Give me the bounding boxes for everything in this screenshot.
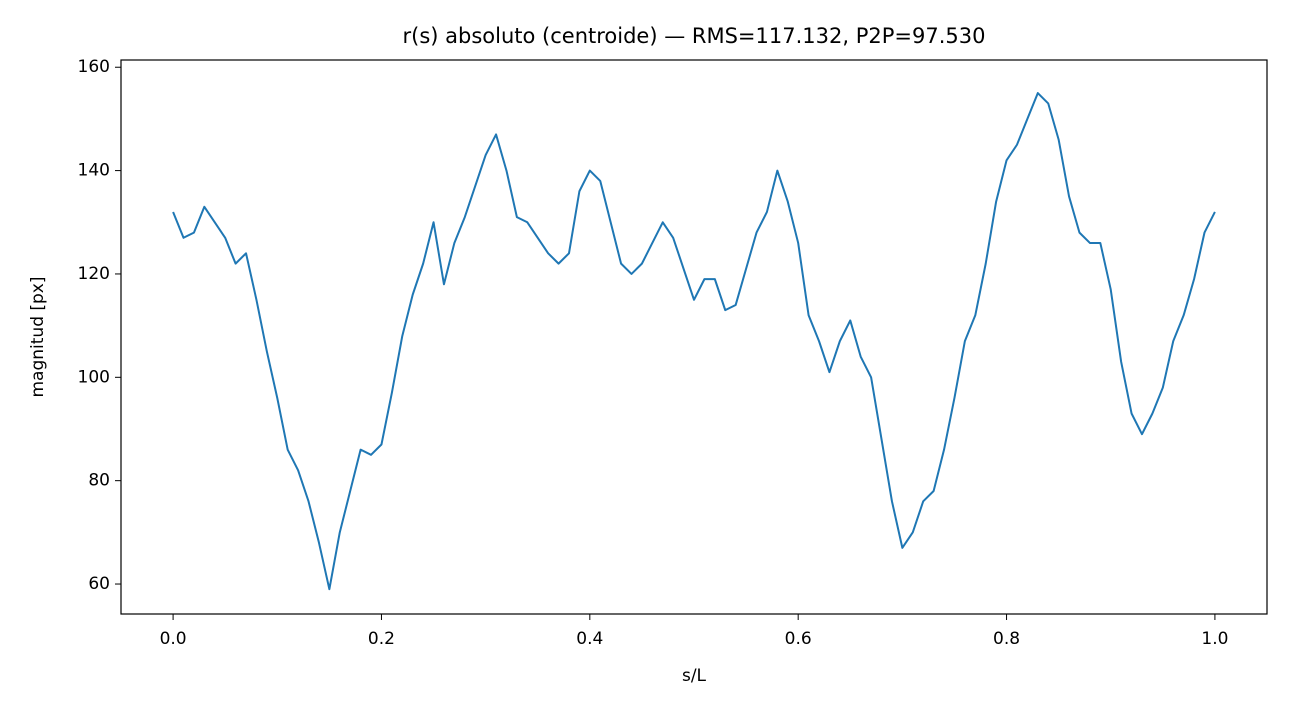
x-axis-label: s/L <box>682 666 707 686</box>
x-tick-label: 0.2 <box>368 629 395 649</box>
y-tick-label: 100 <box>78 367 110 387</box>
y-tick-label: 140 <box>78 161 110 181</box>
plot-frame <box>120 59 1268 615</box>
x-tick-label: 1.0 <box>1201 629 1228 649</box>
y-tick-label: 80 <box>88 471 110 491</box>
x-tick-label: 0.4 <box>576 629 603 649</box>
y-tick-label: 60 <box>88 574 110 594</box>
x-tick-label: 0.0 <box>160 629 187 649</box>
y-tick-label: 120 <box>78 264 110 284</box>
x-tick-label: 0.8 <box>993 629 1020 649</box>
y-tick-label: 160 <box>78 57 110 77</box>
y-axis-label: magnitud [px] <box>28 276 48 397</box>
x-tick-label: 0.6 <box>785 629 812 649</box>
chart-title: r(s) absoluto (centroide) — RMS=117.132,… <box>403 24 986 48</box>
data-line <box>172 92 1216 591</box>
